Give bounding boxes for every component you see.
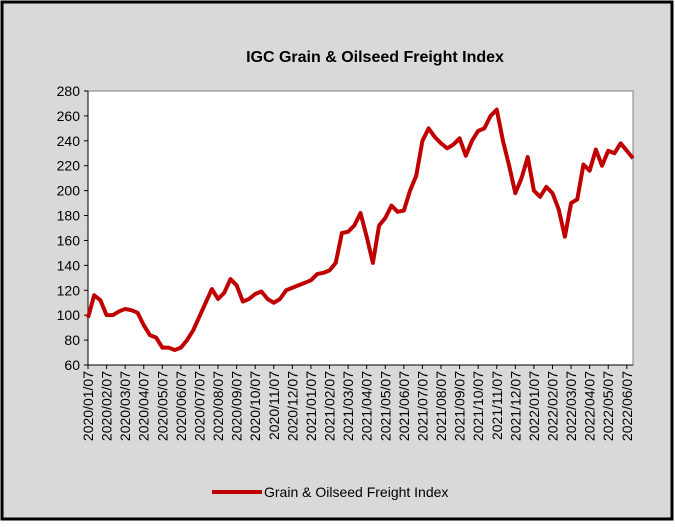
x-tick-label: 2021/08/07 — [433, 371, 449, 441]
y-tick-label: 260 — [57, 108, 81, 124]
y-tick-label: 80 — [64, 332, 80, 348]
y-tick-label: 200 — [57, 183, 81, 199]
x-tick-label: 2020/05/07 — [154, 371, 170, 441]
x-tick-label: 2020/06/07 — [173, 371, 189, 441]
x-tick-label: 2020/04/07 — [136, 371, 152, 441]
x-tick-label: 2021/10/07 — [470, 371, 486, 441]
y-tick-label: 140 — [57, 257, 81, 273]
x-tick-label: 2021/02/07 — [322, 371, 338, 441]
x-tick-label: 2022/01/07 — [526, 371, 542, 441]
y-tick-label: 180 — [57, 208, 81, 224]
x-tick-label: 2022/06/07 — [619, 371, 635, 441]
data-line — [86, 107, 635, 353]
x-tick-label: 2020/09/07 — [229, 371, 245, 441]
y-tick-label: 120 — [57, 282, 81, 298]
x-tick-label: 2022/02/07 — [544, 371, 560, 441]
legend-label: Grain & Oilseed Freight Index — [264, 484, 448, 500]
y-tick-label: 160 — [57, 232, 81, 248]
x-tick-label: 2021/06/07 — [396, 371, 412, 441]
x-tick-label: 2021/03/07 — [340, 371, 356, 441]
x-tick-label: 2020/11/07 — [266, 371, 282, 440]
x-tick-label: 2020/01/07 — [80, 371, 96, 441]
x-tick-label: 2021/09/07 — [452, 371, 468, 441]
y-tick-label: 280 — [57, 83, 81, 99]
x-tick-label: 2021/05/07 — [377, 371, 393, 441]
x-tick-label: 2021/07/07 — [414, 371, 430, 441]
x-tick-label: 2020/10/07 — [247, 371, 263, 441]
x-tick-label: 2020/02/07 — [99, 371, 115, 441]
x-tick-label: 2022/04/07 — [582, 371, 598, 441]
x-tick-label: 2021/04/07 — [359, 371, 375, 441]
x-tick-label: 2022/03/07 — [563, 371, 579, 441]
x-tick-label: 2020/07/07 — [191, 371, 207, 441]
x-tick-label: 2020/03/07 — [117, 371, 133, 441]
y-tick-label: 100 — [57, 307, 81, 323]
y-tick-label: 240 — [57, 133, 81, 149]
plot-area — [87, 90, 634, 366]
y-tick-label: 220 — [57, 158, 81, 174]
x-tick-label: 2022/05/07 — [600, 371, 616, 441]
x-tick-label: 2020/12/07 — [284, 371, 300, 441]
x-tick-label: 2021/11/07 — [489, 371, 505, 440]
x-tick-label: 2021/01/07 — [303, 371, 319, 441]
x-tick-label: 2021/12/07 — [507, 371, 523, 441]
chart-title: IGC Grain & Oilseed Freight Index — [246, 49, 504, 66]
y-tick-label: 60 — [64, 357, 80, 373]
x-tick-label: 2020/08/07 — [210, 371, 226, 441]
